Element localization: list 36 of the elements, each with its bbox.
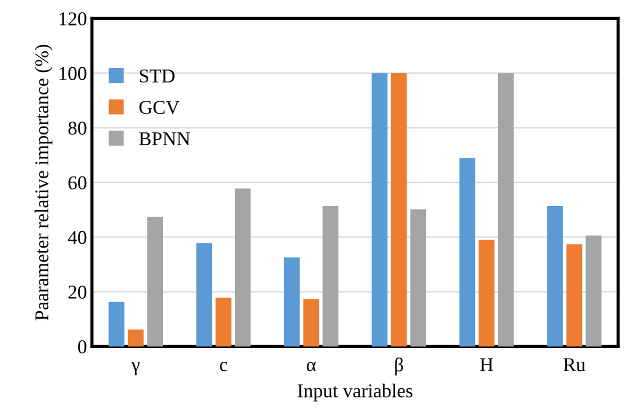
bar (372, 73, 388, 346)
legend-label: BPNN (139, 132, 190, 146)
x-tick-label: H (480, 358, 494, 372)
x-axis-title: Input variables (298, 384, 412, 402)
y-tick-label: 80 (68, 122, 86, 135)
bar (216, 298, 232, 346)
bar (586, 235, 602, 346)
bar (108, 302, 124, 346)
y-tick-label: 100 (60, 66, 86, 80)
y-axis-title: Paarameter relative importance (%) (34, 44, 52, 320)
x-tick-label: Ru (564, 358, 586, 372)
bar (547, 206, 563, 346)
y-tick-label: 40 (68, 230, 86, 244)
bar (234, 188, 251, 346)
x-tick-label: β (395, 358, 404, 376)
legend-label: STD (140, 69, 175, 83)
bar (196, 243, 212, 346)
x-tick-label: γ (131, 362, 140, 376)
bar (322, 206, 338, 346)
bar (303, 299, 320, 346)
x-tick-label: α (306, 362, 316, 372)
bar (410, 209, 426, 346)
y-tick-label: 20 (68, 286, 86, 299)
bar (566, 244, 582, 346)
legend-label: GCV (139, 100, 180, 114)
y-tick-label: 120 (60, 12, 86, 26)
y-tick-label: 0 (78, 340, 86, 354)
y-tick-label: 60 (68, 176, 86, 190)
bar (391, 73, 407, 346)
bar (498, 73, 514, 346)
bar (459, 158, 476, 346)
bar (147, 216, 163, 346)
bar (284, 257, 300, 346)
bar (128, 330, 144, 346)
bar (478, 240, 494, 346)
x-tick-label: c (220, 362, 228, 372)
